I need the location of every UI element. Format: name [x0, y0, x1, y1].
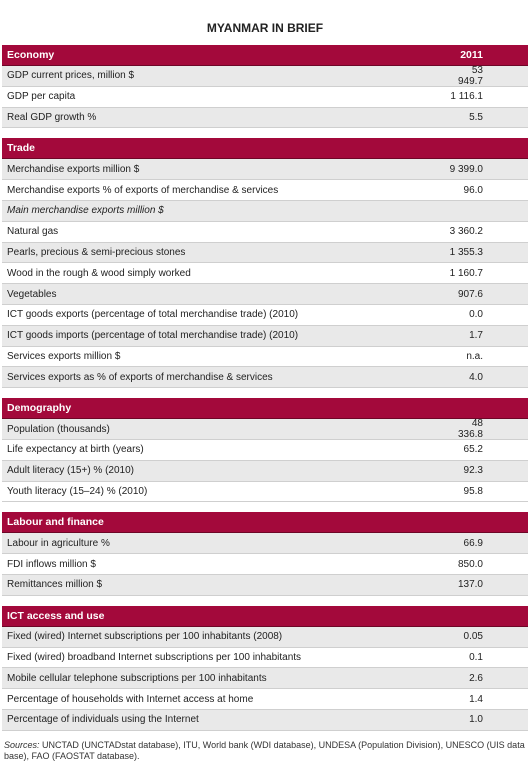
row-label: Natural gas [7, 226, 59, 238]
row-value: 850.0 [457, 558, 483, 570]
row-value: 66.9 [463, 537, 483, 549]
section: ICT access and use Fixed (wired) Internet… [2, 605, 528, 731]
sources-label: Sources: [4, 740, 40, 750]
row-value: 137.0 [457, 579, 483, 591]
table-row: Labour in agriculture % 66.9 [2, 533, 528, 555]
section: Trade Merchandise exports million $ 9 399.… [2, 138, 528, 389]
row-label: Percentage of households with Internet a… [7, 693, 254, 705]
row-label: Fixed (wired) Internet subscriptions per… [7, 631, 283, 643]
row-value: 0.1 [469, 651, 483, 663]
table-row: Services exports as % of exports of merc… [2, 367, 528, 389]
section-header: ICT access and use [2, 605, 528, 627]
section-title: Labour and finance [7, 516, 104, 529]
row-value: n.a. [466, 350, 483, 362]
row-value: 1 116.1 [450, 91, 483, 103]
section-title: Trade [7, 142, 36, 155]
row-label: Percentage of individuals using the Inte… [7, 714, 199, 726]
section-title: ICT access and use [7, 609, 105, 622]
row-value: 2.6 [469, 672, 483, 684]
row-value: 907.6 [457, 288, 483, 300]
section-header: Economy 2011 [2, 45, 528, 66]
row-value: 96.0 [463, 184, 483, 196]
table-row: Population (thousands) 48 336.8 [2, 418, 528, 441]
table-row: Merchandise exports million $ 9 399.0 [2, 159, 528, 181]
section-header: Demography [2, 398, 528, 420]
column-header: 2011 [460, 49, 483, 61]
table-row: ICT goods exports (percentage of total m… [2, 305, 528, 326]
row-label: Mobile cellular telephone subscriptions … [7, 672, 267, 684]
table-row: Percentage of individuals using the Inte… [2, 709, 528, 731]
row-value: 53 949.7 [457, 64, 483, 87]
row-label: Vegetables [7, 288, 57, 300]
row-label: Pearls, precious & semi-precious stones [7, 246, 186, 258]
table-row: Main merchandise exports million $ [2, 200, 528, 222]
row-value: 3 360.2 [449, 226, 483, 238]
row-value: 4.0 [469, 371, 483, 383]
sources: Sources: UNCTAD (UNCTADstat database), I… [4, 740, 526, 762]
row-label: Population (thousands) [7, 423, 110, 435]
table-row: ICT goods imports (percentage of total m… [2, 325, 528, 347]
table-row: Fixed (wired) Internet subscriptions per… [2, 626, 528, 648]
row-label: GDP current prices, million $ [7, 70, 135, 82]
table: Economy 2011 GDP current prices, million $… [0, 45, 530, 731]
row-value: 0.0 [469, 309, 483, 321]
table-row: Vegetables 907.6 [2, 284, 528, 305]
table-row: Real GDP growth % 5.5 [2, 107, 528, 129]
table-row: Percentage of households with Internet a… [2, 689, 528, 710]
row-label: GDP per capita [7, 91, 76, 103]
table-row: Natural gas 3 360.2 [2, 222, 528, 243]
section-title: Demography [7, 402, 72, 415]
row-label: Services exports million $ [7, 350, 121, 362]
sources-text: UNCTAD (UNCTADstat database), ITU, World… [4, 740, 525, 761]
section-title: Economy [7, 49, 55, 61]
table-row: FDI inflows million $ 850.0 [2, 554, 528, 575]
row-value: 1.7 [469, 330, 483, 342]
table-row: Merchandise exports % of exports of merc… [2, 180, 528, 201]
row-value: 95.8 [463, 485, 483, 497]
table-row: Mobile cellular telephone subscriptions … [2, 668, 528, 690]
row-label: ICT goods imports (percentage of total m… [7, 330, 299, 342]
section: Demography Population (thousands) 48 336.8… [2, 398, 528, 503]
row-label: Youth literacy (15–24) % (2010) [7, 485, 148, 497]
row-label: Wood in the rough & wood simply worked [7, 267, 191, 279]
row-value: 1.4 [469, 693, 483, 705]
row-label: Main merchandise exports million $ [7, 205, 164, 217]
row-label: Labour in agriculture % [7, 537, 110, 549]
row-label: Merchandise exports million $ [7, 163, 140, 175]
table-row: Wood in the rough & wood simply worked 1 … [2, 263, 528, 285]
section-header: Trade [2, 138, 528, 160]
row-label: Fixed (wired) broadband Internet subscri… [7, 651, 302, 663]
title: MYANMAR IN BRIEF [206, 21, 324, 35]
table-row: GDP per capita 1 116.1 [2, 87, 528, 108]
row-value: 0.05 [463, 631, 483, 643]
table-row: GDP current prices, million $ 53 949.7 [2, 64, 528, 87]
row-value: 65.2 [463, 444, 483, 456]
table-row: Pearls, precious & semi-precious stones 1… [2, 242, 528, 264]
row-label: Remittances million $ [7, 579, 103, 591]
table-row: Youth literacy (15–24) % (2010) 95.8 [2, 482, 528, 503]
row-value: 1 355.3 [449, 246, 483, 258]
row-label: Life expectancy at birth (years) [7, 444, 144, 456]
row-label: ICT goods exports (percentage of total m… [7, 309, 299, 321]
section: Labour and finance Labour in agriculture … [2, 512, 528, 596]
table-row: Life expectancy at birth (years) 65.2 [2, 440, 528, 461]
row-label: Real GDP growth % [7, 111, 97, 123]
table-row: Fixed (wired) broadband Internet subscri… [2, 648, 528, 669]
section-header: Labour and finance [2, 512, 528, 534]
row-value: 1.0 [469, 714, 483, 726]
row-value: 5.5 [469, 111, 483, 123]
row-label: Merchandise exports % of exports of merc… [7, 184, 279, 196]
row-label: Adult literacy (15+) % (2010) [7, 465, 135, 477]
row-label: Services exports as % of exports of merc… [7, 371, 273, 383]
row-value: 9 399.0 [449, 163, 483, 175]
section: Economy 2011 GDP current prices, million $… [2, 45, 528, 129]
table-row: Adult literacy (15+) % (2010) 92.3 [2, 460, 528, 482]
row-label: FDI inflows million $ [7, 558, 96, 570]
row-value: 92.3 [463, 465, 483, 477]
row-value: 48 336.8 [457, 418, 483, 441]
table-row: Services exports million $ n.a. [2, 347, 528, 368]
table-row: Remittances million $ 137.0 [2, 574, 528, 596]
row-value: 1 160.7 [449, 267, 483, 279]
